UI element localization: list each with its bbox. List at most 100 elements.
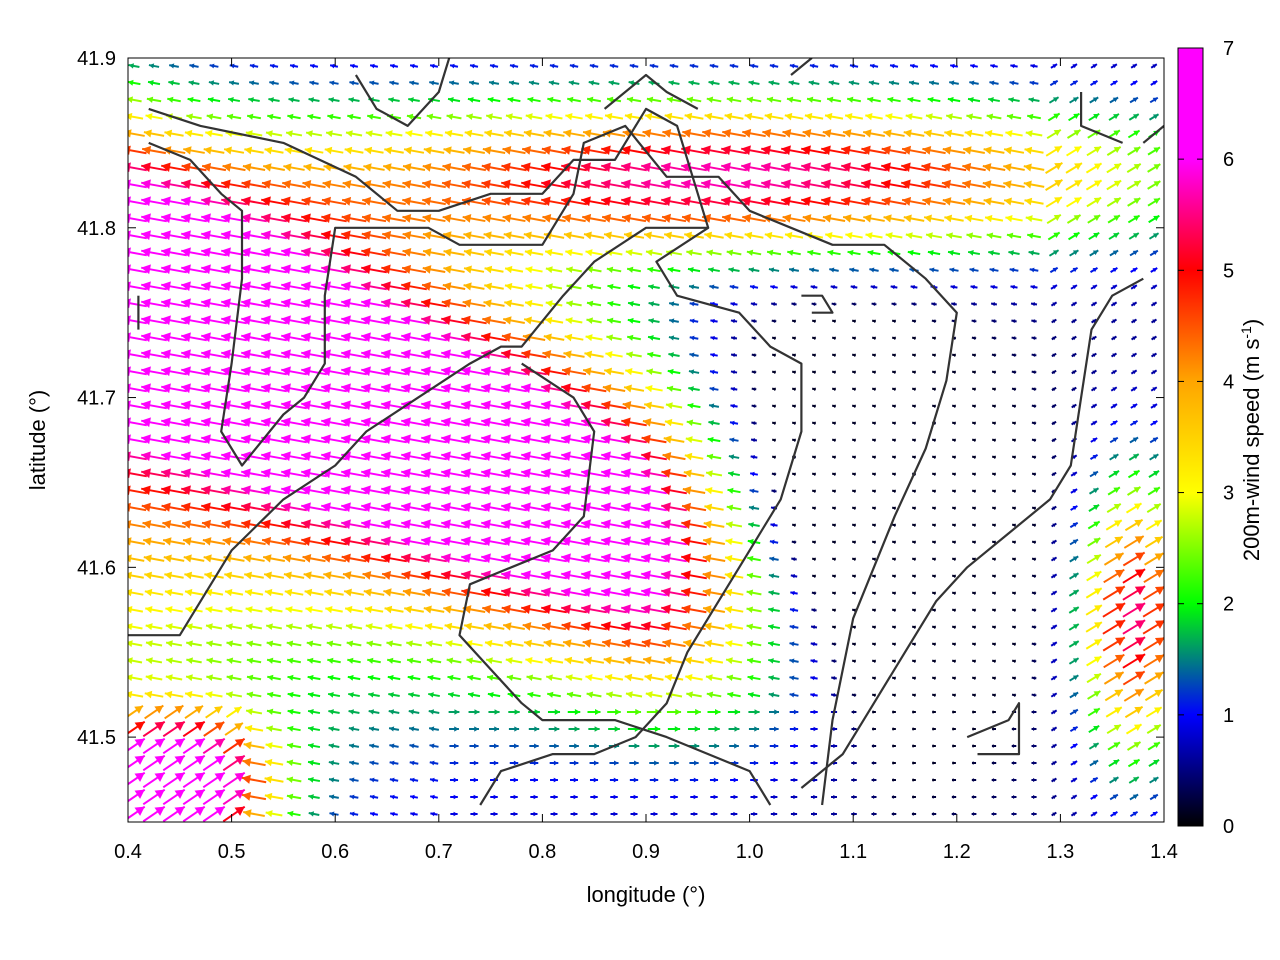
wind-arrow xyxy=(321,434,347,445)
wind-arrow xyxy=(668,80,680,86)
wind-arrow xyxy=(128,571,144,580)
arrow-head xyxy=(553,777,558,783)
wind-arrow xyxy=(530,777,538,783)
arrow-head xyxy=(281,536,291,546)
wind-arrow xyxy=(766,96,782,103)
wind-arrow xyxy=(831,336,837,340)
arrow-head xyxy=(484,129,493,138)
arrow-head xyxy=(201,298,211,309)
wind-arrow xyxy=(670,811,678,817)
wind-arrow xyxy=(703,622,725,631)
wind-arrow xyxy=(128,112,144,121)
arrow-head xyxy=(141,468,151,479)
wind-arrow xyxy=(261,366,287,377)
wind-arrow xyxy=(281,315,307,326)
wind-arrow xyxy=(301,315,327,326)
wind-arrow xyxy=(162,737,186,755)
wind-arrow xyxy=(301,451,327,462)
arrow-head xyxy=(214,738,225,748)
wind-arrow xyxy=(325,130,343,138)
arrow-head xyxy=(194,772,205,782)
arrow-head xyxy=(634,743,640,749)
arrow-head xyxy=(161,400,171,411)
arrow-head xyxy=(484,639,493,648)
wind-arrow xyxy=(586,317,602,325)
wind-arrow xyxy=(831,302,837,307)
wind-arrow xyxy=(301,417,327,428)
arrow-head xyxy=(241,179,251,189)
arrow-head xyxy=(321,349,331,360)
wind-arrow xyxy=(544,656,564,665)
wind-arrow xyxy=(324,146,344,155)
wind-arrow xyxy=(811,353,817,357)
arrow-head xyxy=(128,434,131,445)
arrow-head xyxy=(161,230,171,241)
arrow-head xyxy=(181,468,191,479)
wind-arrow xyxy=(623,384,645,393)
wind-arrow xyxy=(128,349,147,360)
wind-arrow xyxy=(301,281,327,292)
wind-arrow xyxy=(770,760,778,766)
arrow-head xyxy=(229,80,235,86)
arrow-head xyxy=(188,80,195,86)
wind-arrow xyxy=(246,640,262,647)
wind-arrow xyxy=(161,213,187,224)
wind-arrow xyxy=(281,383,307,394)
wind-arrow xyxy=(764,112,784,121)
wind-arrow xyxy=(831,642,837,647)
wind-arrow xyxy=(281,213,307,224)
wind-arrow xyxy=(629,777,639,783)
wind-arrow xyxy=(831,472,837,476)
wind-arrow xyxy=(301,213,327,224)
wind-arrow xyxy=(442,214,466,223)
arrow-head xyxy=(301,196,311,206)
wind-arrow xyxy=(504,265,524,274)
arrow-head xyxy=(793,726,799,732)
arrow-head xyxy=(321,519,331,530)
wind-arrow xyxy=(664,673,684,682)
arrow-head xyxy=(724,231,733,240)
wind-arrow xyxy=(182,771,206,789)
wind-arrow xyxy=(261,179,287,189)
wind-arrow xyxy=(442,282,466,291)
wind-arrow xyxy=(141,366,167,377)
wind-arrow xyxy=(643,656,665,665)
wind-arrow xyxy=(222,537,246,546)
arrow-head xyxy=(573,777,578,783)
wind-arrow xyxy=(730,403,738,409)
wind-arrow xyxy=(181,417,207,428)
arrow-head xyxy=(134,772,145,782)
wind-arrow xyxy=(749,284,759,290)
arrow-head xyxy=(773,760,778,766)
wind-arrow xyxy=(710,318,718,324)
arrow-head xyxy=(203,554,212,563)
wind-arrow xyxy=(343,588,365,597)
arrow-head xyxy=(654,760,659,766)
arrow-head xyxy=(241,247,251,258)
wind-arrow xyxy=(663,656,685,665)
wind-arrow xyxy=(141,349,167,360)
arrow-head xyxy=(733,811,738,817)
wind-arrow xyxy=(128,230,147,241)
wind-arrow xyxy=(744,231,764,240)
arrow-head xyxy=(301,247,311,258)
arrow-head xyxy=(287,657,294,664)
arrow-head xyxy=(286,623,293,631)
wind-arrow xyxy=(243,554,265,563)
wind-arrow xyxy=(510,777,518,783)
wind-arrow xyxy=(770,522,778,528)
wind-arrow xyxy=(145,623,163,631)
wind-arrow xyxy=(241,502,267,513)
wind-arrow xyxy=(269,80,279,86)
wind-arrow xyxy=(584,112,604,121)
wind-arrow xyxy=(161,468,187,479)
wind-arrow xyxy=(645,691,663,699)
wind-arrow xyxy=(769,743,779,749)
wind-arrow xyxy=(143,129,165,138)
wind-arrow xyxy=(142,771,166,789)
arrow-head xyxy=(265,606,273,614)
arrow-head xyxy=(145,674,153,682)
wind-arrow xyxy=(510,811,518,817)
wind-arrow xyxy=(630,794,638,800)
arrow-head xyxy=(128,298,131,309)
